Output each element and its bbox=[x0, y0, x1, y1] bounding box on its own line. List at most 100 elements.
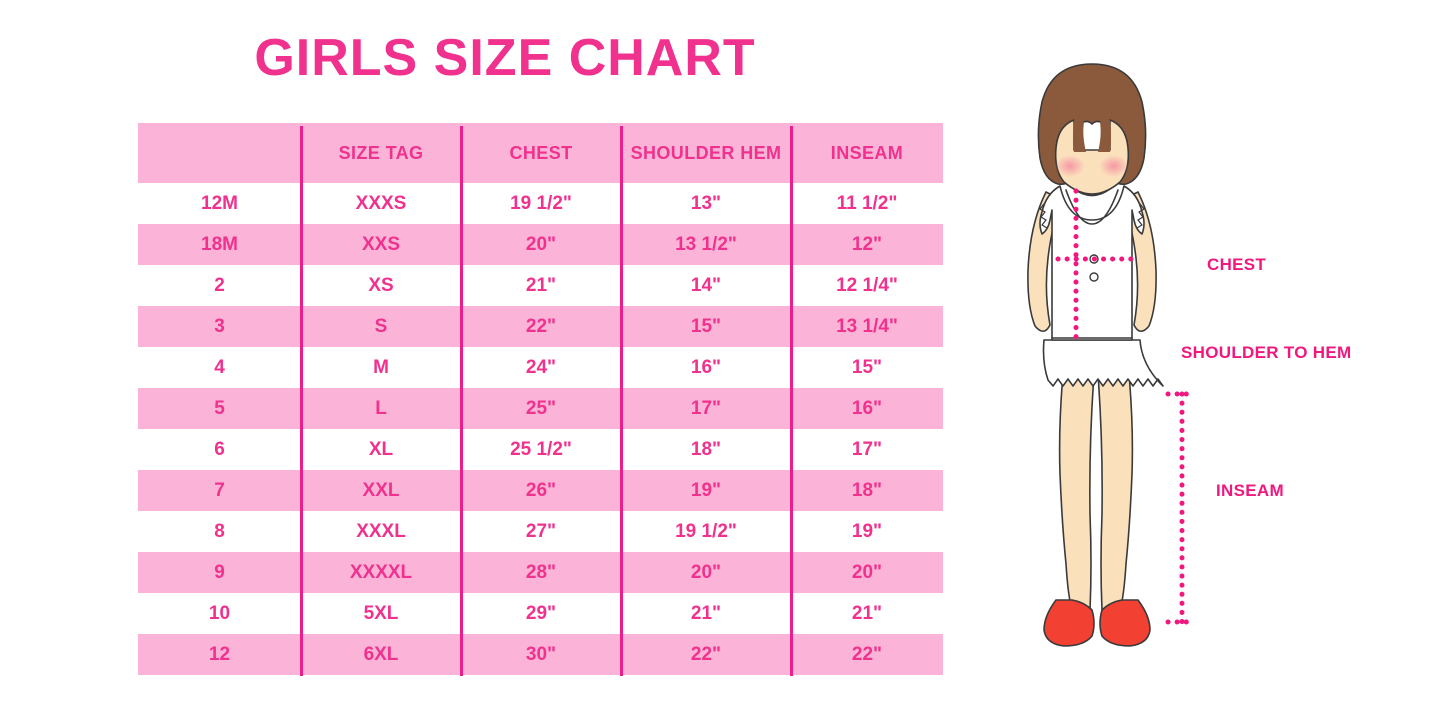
cell-shoulder-hem: 15" bbox=[690, 316, 722, 337]
right-sleeve-ruffle bbox=[1136, 203, 1145, 229]
cell-size: 4 bbox=[214, 357, 225, 378]
column-header-size bbox=[138, 123, 301, 183]
cell-chest: 22" bbox=[525, 316, 557, 337]
column-divider-3 bbox=[620, 126, 623, 676]
column-divider-1 bbox=[300, 126, 303, 676]
cell-size: 12M bbox=[201, 193, 238, 214]
left-shoe bbox=[1043, 599, 1095, 647]
table-row: 18M XXS 20" 13 1/2" 12" bbox=[138, 224, 943, 265]
cell-size: 10 bbox=[208, 603, 231, 624]
cell-size-tag: XXS bbox=[361, 234, 401, 255]
column-header-chest: CHEST bbox=[509, 143, 573, 163]
bangs-left bbox=[1073, 119, 1086, 152]
cell-inseam: 15" bbox=[851, 357, 883, 378]
column-header-size-tag: SIZE TAG bbox=[338, 143, 424, 163]
cell-inseam: 19" bbox=[851, 521, 883, 542]
table-body: 12M XXXS 19 1/2" 13" 11 1/2" 18M XXS 20" 13 1/2"… bbox=[138, 183, 943, 675]
cell-inseam: 12" bbox=[851, 234, 883, 255]
cell-size: 6 bbox=[214, 439, 225, 460]
cell-inseam: 18" bbox=[851, 480, 883, 501]
cell-inseam: 11 1/2" bbox=[836, 193, 898, 214]
table-row: 3 S 22" 15" 13 1/4" bbox=[138, 306, 943, 347]
table-row: 12M XXXS 19 1/2" 13" 11 1/2" bbox=[138, 183, 943, 224]
cell-inseam: 22" bbox=[851, 644, 883, 665]
right-blush bbox=[1099, 155, 1129, 177]
cell-size-tag: XL bbox=[368, 439, 394, 460]
left-shoe-strap bbox=[1056, 611, 1088, 620]
cell-chest: 30" bbox=[525, 644, 557, 665]
cell-size-tag: XXXS bbox=[355, 193, 407, 214]
cell-size: 2 bbox=[214, 275, 225, 296]
cell-chest: 21" bbox=[525, 275, 557, 296]
bangs-right bbox=[1098, 119, 1111, 152]
column-header-inseam: INSEAM bbox=[830, 143, 904, 163]
cell-size-tag: XXL bbox=[362, 480, 400, 501]
cell-size-tag: XS bbox=[368, 275, 394, 296]
cell-size-tag: L bbox=[375, 398, 387, 419]
cell-size-tag: XXXXL bbox=[349, 562, 413, 583]
neckline bbox=[1065, 189, 1119, 225]
cell-shoulder-hem: 13 1/2" bbox=[675, 234, 737, 255]
label-chest: CHEST bbox=[1207, 255, 1267, 274]
cell-size: 3 bbox=[214, 316, 225, 337]
right-leg bbox=[1097, 343, 1134, 611]
cell-shoulder-hem: 13" bbox=[690, 193, 722, 214]
left-sleeve-ruffle bbox=[1039, 203, 1048, 229]
table-row: 12 6XL 30" 22" 22" bbox=[138, 634, 943, 675]
cell-inseam: 16" bbox=[851, 398, 883, 419]
right-arm bbox=[1121, 191, 1157, 333]
button-bottom bbox=[1089, 272, 1099, 282]
table-row: 5 L 25" 17" 16" bbox=[138, 388, 943, 429]
cell-chest: 25 1/2" bbox=[510, 439, 572, 460]
cell-shoulder-hem: 17" bbox=[690, 398, 722, 419]
column-divider-2 bbox=[460, 126, 463, 676]
cell-size: 9 bbox=[214, 562, 225, 583]
cell-shoulder-hem: 19 1/2" bbox=[675, 521, 737, 542]
label-shoulder-to-hem: SHOULDER TO HEM bbox=[1181, 343, 1352, 362]
cell-size: 18M bbox=[201, 234, 238, 255]
cell-size: 7 bbox=[214, 480, 225, 501]
cell-size-tag: 5XL bbox=[363, 603, 399, 624]
cell-chest: 26" bbox=[525, 480, 557, 501]
left-arm bbox=[1027, 191, 1063, 333]
cell-inseam: 13 1/4" bbox=[836, 316, 898, 337]
cell-chest: 25" bbox=[525, 398, 557, 419]
table-header-row: SIZE TAG CHEST SHOULDER HEM INSEAM bbox=[138, 123, 943, 183]
table-row: 9 XXXXL 28" 20" 20" bbox=[138, 552, 943, 593]
left-blush bbox=[1055, 155, 1085, 177]
table-row: 2 XS 21" 14" 12 1/4" bbox=[138, 265, 943, 306]
cell-chest: 28" bbox=[525, 562, 557, 583]
cell-shoulder-hem: 18" bbox=[690, 439, 722, 460]
cell-chest: 29" bbox=[525, 603, 557, 624]
skirt bbox=[1042, 339, 1164, 387]
cell-inseam: 21" bbox=[851, 603, 883, 624]
cell-size-tag: XXXL bbox=[356, 521, 406, 542]
cell-inseam: 20" bbox=[851, 562, 883, 583]
girl-figure-illustration bbox=[986, 44, 1226, 674]
label-inseam: INSEAM bbox=[1216, 481, 1284, 500]
cell-size-tag: 6XL bbox=[363, 644, 399, 665]
cell-size: 5 bbox=[214, 398, 225, 419]
cell-size: 8 bbox=[214, 521, 225, 542]
cell-inseam: 17" bbox=[851, 439, 883, 460]
table-row: 10 5XL 29" 21" 21" bbox=[138, 593, 943, 634]
cell-shoulder-hem: 14" bbox=[690, 275, 722, 296]
page-title: GIRLS SIZE CHART bbox=[254, 29, 756, 87]
cell-size-tag: M bbox=[373, 357, 389, 378]
cell-chest: 19 1/2" bbox=[510, 193, 572, 214]
column-divider-4 bbox=[790, 126, 793, 676]
cell-chest: 24" bbox=[525, 357, 557, 378]
cell-shoulder-hem: 20" bbox=[690, 562, 722, 583]
size-chart-table: SIZE TAG CHEST SHOULDER HEM INSEAM 12M XX… bbox=[138, 123, 943, 675]
cell-chest: 20" bbox=[525, 234, 557, 255]
cell-shoulder-hem: 22" bbox=[690, 644, 722, 665]
table-row: 4 M 24" 16" 15" bbox=[138, 347, 943, 388]
table-row: 6 XL 25 1/2" 18" 17" bbox=[138, 429, 943, 470]
cell-inseam: 12 1/4" bbox=[836, 275, 898, 296]
cell-size-tag: S bbox=[374, 316, 388, 337]
cell-shoulder-hem: 16" bbox=[690, 357, 722, 378]
cell-shoulder-hem: 19" bbox=[690, 480, 722, 501]
right-shoe-strap bbox=[1106, 611, 1138, 620]
cell-chest: 27" bbox=[525, 521, 557, 542]
